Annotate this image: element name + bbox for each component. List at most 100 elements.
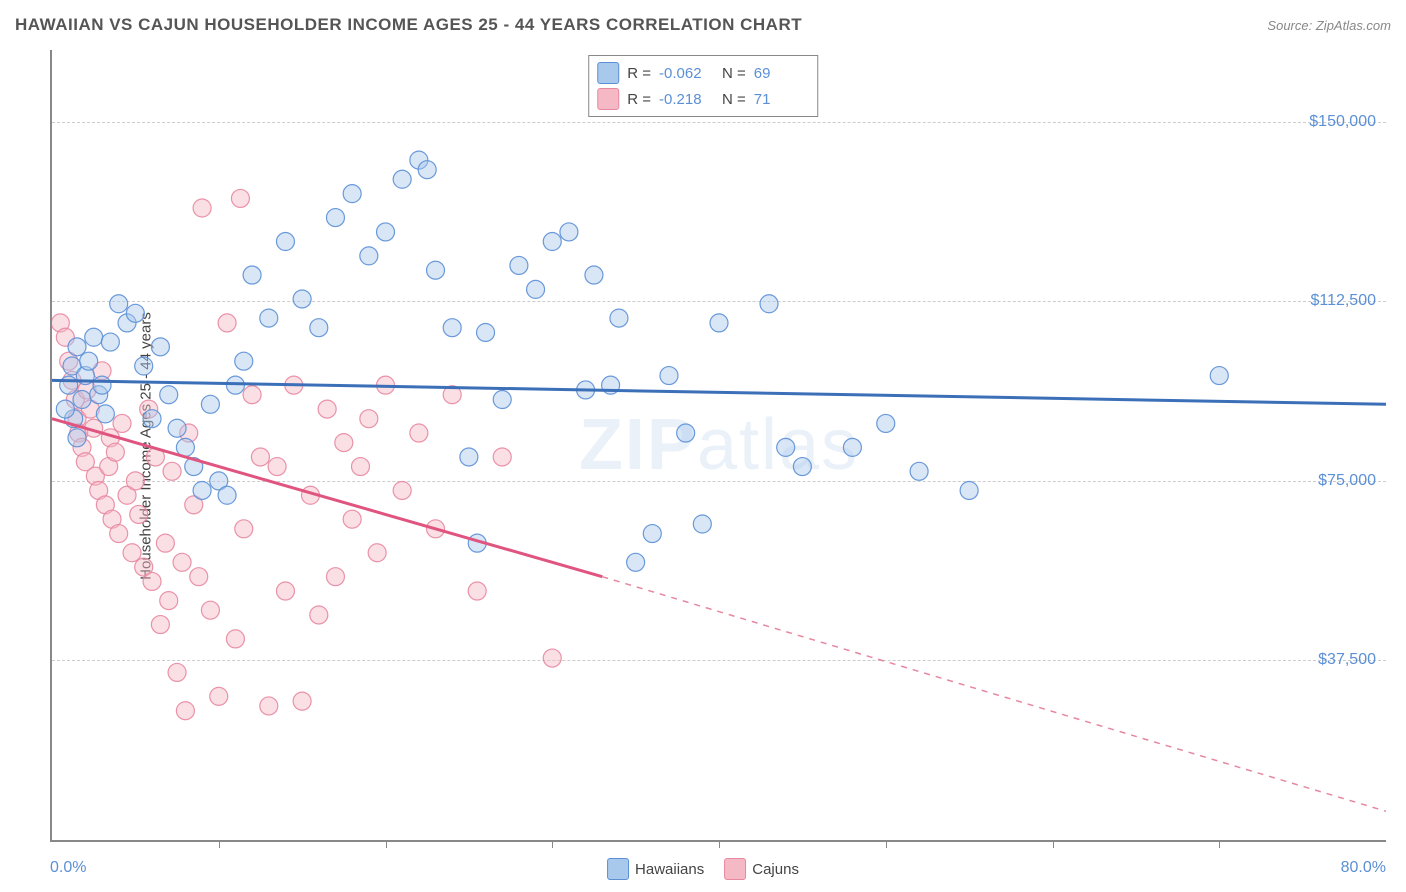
legend-r-label: R = — [627, 91, 651, 108]
legend-n-label: N = — [722, 91, 746, 108]
scatter-point — [318, 400, 336, 418]
correlation-legend-row: R =-0.218N =71 — [597, 86, 809, 112]
chart-title: HAWAIIAN VS CAJUN HOUSEHOLDER INCOME AGE… — [15, 15, 802, 35]
source-attribution: Source: ZipAtlas.com — [1267, 18, 1391, 33]
scatter-point — [110, 295, 128, 313]
legend-n-value: 69 — [754, 65, 809, 82]
scatter-point — [335, 434, 353, 452]
legend-n-value: 71 — [754, 91, 809, 108]
scatter-point — [410, 424, 428, 442]
scatter-point — [310, 606, 328, 624]
scatter-point — [80, 352, 98, 370]
scatter-point — [218, 486, 236, 504]
scatter-point — [235, 352, 253, 370]
trend-line — [602, 577, 1386, 812]
x-tick — [552, 840, 553, 848]
scatter-point — [343, 185, 361, 203]
scatter-point — [130, 505, 148, 523]
scatter-point — [231, 189, 249, 207]
scatter-point — [168, 663, 186, 681]
scatter-point — [377, 223, 395, 241]
scatter-point — [126, 304, 144, 322]
scatter-point — [877, 414, 895, 432]
scatter-point — [56, 400, 74, 418]
scatter-point — [73, 391, 91, 409]
scatter-point — [68, 429, 86, 447]
scatter-point — [368, 544, 386, 562]
scatter-point — [418, 161, 436, 179]
scatter-point — [218, 314, 236, 332]
legend-swatch — [724, 858, 746, 880]
scatter-point — [268, 458, 286, 476]
scatter-point — [477, 323, 495, 341]
scatter-point — [151, 338, 169, 356]
scatter-point — [276, 582, 294, 600]
scatter-point — [326, 568, 344, 586]
legend-swatch — [597, 62, 619, 84]
scatter-point — [677, 424, 695, 442]
scatter-point — [293, 692, 311, 710]
legend-r-label: R = — [627, 65, 651, 82]
scatter-point — [163, 462, 181, 480]
scatter-point — [360, 410, 378, 428]
scatter-point — [960, 481, 978, 499]
scatter-point — [156, 534, 174, 552]
scatter-point — [160, 592, 178, 610]
scatter-point — [226, 630, 244, 648]
scatter-point — [210, 687, 228, 705]
scatter-point — [260, 309, 278, 327]
source-value: ZipAtlas.com — [1316, 18, 1391, 33]
scatter-point — [106, 443, 124, 461]
scatter-point — [585, 266, 603, 284]
x-tick — [1053, 840, 1054, 848]
scatter-point — [123, 544, 141, 562]
scatter-point — [113, 414, 131, 432]
scatter-point — [310, 319, 328, 337]
chart-header: HAWAIIAN VS CAJUN HOUSEHOLDER INCOME AGE… — [15, 15, 1391, 35]
scatter-point — [176, 702, 194, 720]
chart-svg — [52, 50, 1386, 840]
correlation-legend: R =-0.062N =69R =-0.218N =71 — [588, 55, 818, 117]
legend-swatch — [607, 858, 629, 880]
correlation-legend-row: R =-0.062N =69 — [597, 60, 809, 86]
scatter-point — [1210, 367, 1228, 385]
scatter-point — [468, 582, 486, 600]
scatter-point — [243, 386, 261, 404]
scatter-point — [710, 314, 728, 332]
scatter-point — [60, 376, 78, 394]
scatter-point — [243, 266, 261, 284]
scatter-point — [543, 649, 561, 667]
scatter-point — [760, 295, 778, 313]
scatter-point — [610, 309, 628, 327]
scatter-point — [351, 458, 369, 476]
scatter-point — [660, 367, 678, 385]
scatter-point — [527, 280, 545, 298]
legend-n-label: N = — [722, 65, 746, 82]
x-axis-max-label: 80.0% — [1341, 859, 1386, 877]
scatter-point — [693, 515, 711, 533]
scatter-point — [326, 209, 344, 227]
scatter-point — [168, 419, 186, 437]
scatter-point — [160, 386, 178, 404]
legend-swatch — [597, 88, 619, 110]
series-legend-label: Cajuns — [752, 861, 799, 878]
series-legend-label: Hawaiians — [635, 861, 704, 878]
scatter-point — [68, 338, 86, 356]
scatter-point — [777, 438, 795, 456]
scatter-point — [190, 568, 208, 586]
scatter-point — [793, 458, 811, 476]
scatter-point — [293, 290, 311, 308]
x-axis-min-label: 0.0% — [50, 859, 86, 877]
scatter-point — [427, 261, 445, 279]
x-tick — [219, 840, 220, 848]
scatter-point — [460, 448, 478, 466]
scatter-point — [360, 247, 378, 265]
x-tick — [719, 840, 720, 848]
scatter-point — [543, 233, 561, 251]
scatter-point — [910, 462, 928, 480]
scatter-point — [93, 376, 111, 394]
x-tick — [1219, 840, 1220, 848]
scatter-point — [201, 601, 219, 619]
scatter-point — [193, 481, 211, 499]
chart-plot-area: ZIPatlas $37,500$75,000$112,500$150,000 — [50, 50, 1386, 842]
